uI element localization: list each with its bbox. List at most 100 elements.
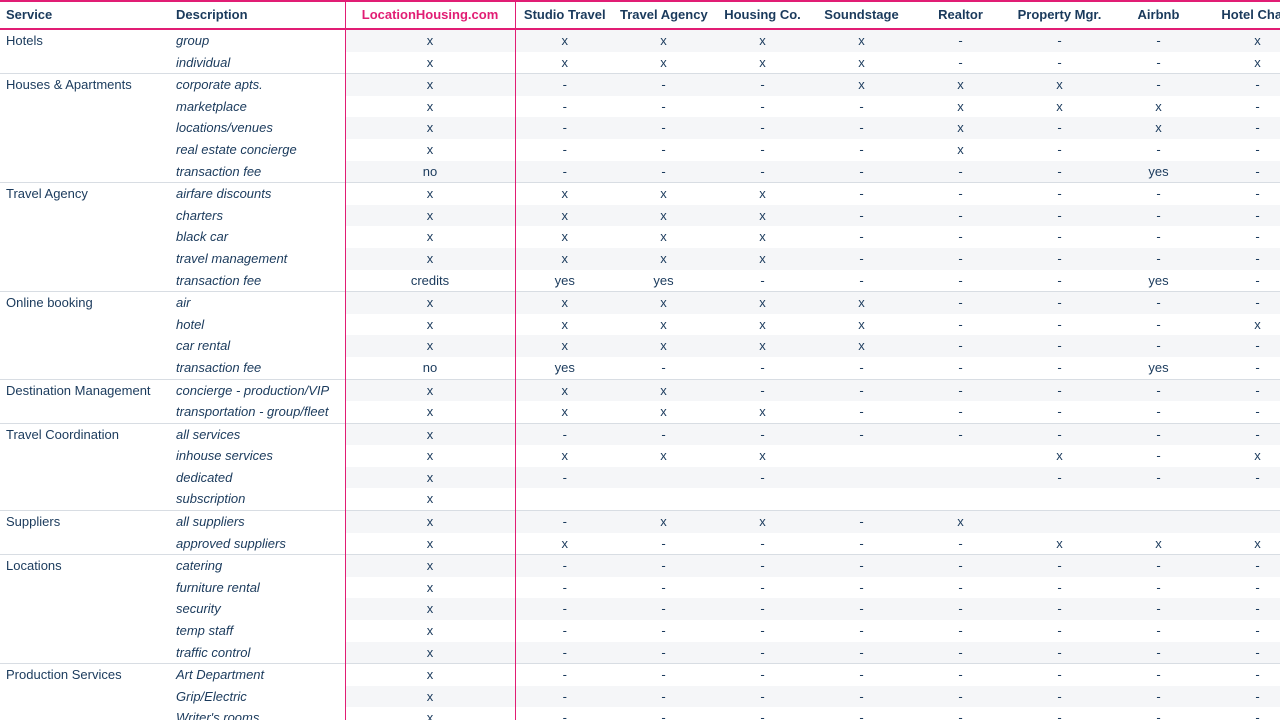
provider-cell: - <box>515 577 614 599</box>
provider-cell: - <box>614 620 713 642</box>
provider-cell <box>614 488 713 510</box>
provider-cell: - <box>1208 467 1280 489</box>
provider-cell: yes <box>1109 270 1208 292</box>
provider-cell: x <box>614 511 713 533</box>
provider-cell: x <box>515 205 614 227</box>
description-cell: security <box>170 598 345 620</box>
provider-cell: - <box>1208 357 1280 379</box>
provider-cell: x <box>911 117 1010 139</box>
provider-cell: - <box>812 379 911 401</box>
provider-cell: - <box>812 577 911 599</box>
provider-cell: - <box>812 533 911 555</box>
highlight-cell: x <box>345 707 515 720</box>
provider-cell: - <box>713 423 812 445</box>
provider-cell: - <box>1010 401 1109 423</box>
highlight-cell: x <box>345 335 515 357</box>
col-header-highlight: LocationHousing.com <box>345 1 515 29</box>
highlight-cell: x <box>345 29 515 52</box>
provider-cell: x <box>614 335 713 357</box>
description-cell: Writer's rooms <box>170 707 345 720</box>
provider-cell: - <box>713 357 812 379</box>
provider-cell: x <box>713 52 812 74</box>
table-row: approved suppliersxx----xxx <box>0 533 1280 555</box>
provider-cell <box>812 488 911 510</box>
provider-cell: - <box>614 357 713 379</box>
provider-cell: - <box>911 686 1010 708</box>
provider-cell: - <box>1010 292 1109 314</box>
provider-cell: - <box>1010 52 1109 74</box>
highlight-cell: x <box>345 488 515 510</box>
provider-cell: - <box>1010 620 1109 642</box>
highlight-cell: x <box>345 511 515 533</box>
provider-cell: - <box>515 620 614 642</box>
table-row: travel managementxxxx----- <box>0 248 1280 270</box>
description-cell: marketplace <box>170 96 345 118</box>
provider-cell: - <box>515 423 614 445</box>
description-cell: traffic control <box>170 642 345 664</box>
table-row: furniture rentalx-------- <box>0 577 1280 599</box>
provider-cell <box>1010 488 1109 510</box>
provider-cell: - <box>812 117 911 139</box>
provider-cell: - <box>812 96 911 118</box>
provider-cell <box>1208 511 1280 533</box>
provider-cell: - <box>1208 620 1280 642</box>
highlight-cell: x <box>345 533 515 555</box>
provider-cell: - <box>1109 379 1208 401</box>
provider-cell: - <box>911 357 1010 379</box>
provider-cell: - <box>614 555 713 577</box>
provider-cell: - <box>812 139 911 161</box>
provider-cell: - <box>515 96 614 118</box>
highlight-cell: x <box>345 423 515 445</box>
provider-cell: x <box>713 29 812 52</box>
highlight-cell: x <box>345 467 515 489</box>
provider-cell: - <box>1208 335 1280 357</box>
provider-cell: - <box>713 598 812 620</box>
service-cell: Destination Management <box>0 379 170 423</box>
provider-cell: - <box>713 467 812 489</box>
provider-cell: - <box>713 686 812 708</box>
provider-cell: - <box>1109 292 1208 314</box>
provider-cell: x <box>1109 96 1208 118</box>
description-cell: transaction fee <box>170 357 345 379</box>
provider-cell: - <box>515 74 614 96</box>
provider-cell: yes <box>1109 161 1208 183</box>
provider-cell: x <box>614 292 713 314</box>
provider-cell: yes <box>515 357 614 379</box>
description-cell: individual <box>170 52 345 74</box>
provider-cell: x <box>812 314 911 336</box>
table-row: transaction feeno------yes- <box>0 161 1280 183</box>
highlight-cell: credits <box>345 270 515 292</box>
provider-cell: - <box>911 183 1010 205</box>
provider-cell: - <box>614 139 713 161</box>
provider-cell: - <box>1109 555 1208 577</box>
table-row: Travel Coordinationall servicesx-------- <box>0 423 1280 445</box>
provider-cell: - <box>614 686 713 708</box>
provider-cell: - <box>1010 357 1109 379</box>
service-cell: Travel Coordination <box>0 423 170 510</box>
provider-cell: - <box>1109 664 1208 686</box>
provider-cell: - <box>812 598 911 620</box>
provider-cell: x <box>713 445 812 467</box>
provider-cell: - <box>812 205 911 227</box>
provider-cell: x <box>1208 314 1280 336</box>
table-row: Houses & Apartmentscorporate apts.x---xx… <box>0 74 1280 96</box>
provider-cell: x <box>713 314 812 336</box>
provider-cell: - <box>1010 577 1109 599</box>
highlight-cell: x <box>345 205 515 227</box>
provider-cell: - <box>515 642 614 664</box>
provider-cell: - <box>1109 335 1208 357</box>
provider-cell: x <box>614 401 713 423</box>
provider-cell: - <box>614 96 713 118</box>
description-cell: all services <box>170 423 345 445</box>
provider-cell: - <box>614 598 713 620</box>
highlight-cell: no <box>345 357 515 379</box>
provider-cell: - <box>1109 467 1208 489</box>
description-cell: group <box>170 29 345 52</box>
provider-cell: - <box>515 511 614 533</box>
provider-cell: - <box>1010 117 1109 139</box>
provider-cell: x <box>812 29 911 52</box>
provider-cell: x <box>515 226 614 248</box>
provider-cell: - <box>1010 707 1109 720</box>
provider-cell: x <box>515 379 614 401</box>
table-row: transportation - group/fleetxxxx----- <box>0 401 1280 423</box>
